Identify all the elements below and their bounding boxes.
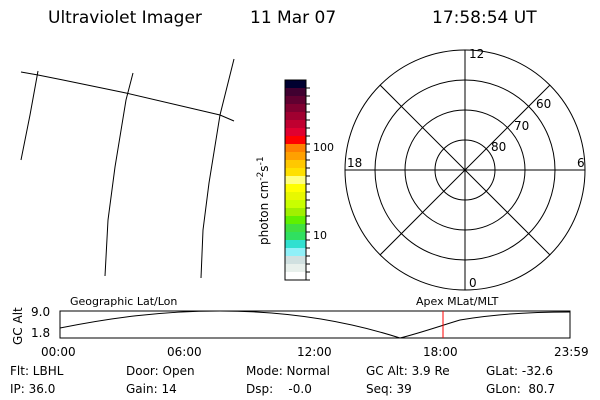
ip-status: IP: 36.0 xyxy=(10,382,56,396)
y-tick-9: 9.0 xyxy=(31,305,51,319)
colorbar-band xyxy=(285,152,306,161)
colorbar-band xyxy=(285,96,306,105)
colorbar-band xyxy=(285,232,306,241)
gc-alt-axis-label: GC Alt xyxy=(11,307,25,345)
longitude-line xyxy=(20,70,39,161)
colorbar-tick-100: 100 xyxy=(313,141,334,154)
colorbar-band xyxy=(285,208,306,217)
longitude-line xyxy=(104,72,134,277)
mlt-label-12: 12 xyxy=(469,47,485,61)
latitude-line xyxy=(20,71,235,122)
colorbar-band xyxy=(285,112,306,121)
colorbar-band xyxy=(285,248,306,257)
altitude-plot-frame xyxy=(59,310,571,339)
mlt-label-6: 6 xyxy=(577,156,585,170)
colorbar-band xyxy=(285,160,306,169)
geographic-label: Geographic Lat/Lon xyxy=(70,295,178,308)
gain-status: Gain: 14 xyxy=(126,382,177,396)
colorbar-band xyxy=(285,192,306,201)
colorbar-band xyxy=(285,168,306,177)
x-tick: 06:00 xyxy=(167,345,202,359)
lat-label-80: 80 xyxy=(491,140,507,154)
x-tick: 00:00 xyxy=(41,345,76,359)
seq-status: Seq: 39 xyxy=(366,382,412,396)
gc-alt-status: GC Alt: 3.9 Re xyxy=(366,364,450,378)
x-tick: 23:59 xyxy=(554,345,589,359)
colorbar-band xyxy=(285,264,306,273)
door-status: Door: Open xyxy=(126,364,195,378)
glon-status: GLon: 80.7 xyxy=(486,382,556,396)
colorbar-band xyxy=(285,128,306,137)
lat-label-70: 70 xyxy=(514,119,530,133)
colorbar-band xyxy=(285,240,306,249)
mode-status: Mode: Normal xyxy=(246,364,330,378)
glat-status: GLat: -32.6 xyxy=(486,364,553,378)
colorbar-band xyxy=(285,136,306,145)
colorbar-band xyxy=(285,224,306,233)
mlt-label-0: 0 xyxy=(469,276,477,290)
colorbar-band xyxy=(285,104,306,113)
colorbar-tick-10: 10 xyxy=(313,229,327,242)
y-tick-1.8: 1.8 xyxy=(31,326,51,340)
geographic-grid xyxy=(20,58,235,279)
colorbar-band xyxy=(285,120,306,129)
colorbar-band xyxy=(285,200,306,209)
apex-label: Apex MLat/MLT xyxy=(416,295,499,308)
filter-status: Flt: LBHL xyxy=(10,364,64,378)
colorbar-band xyxy=(285,144,306,153)
colorbar-band xyxy=(285,256,306,265)
colorbar-band xyxy=(285,88,306,97)
colorbar-label: photon cm-2s-1 xyxy=(256,156,271,245)
mlt-label-18: 18 xyxy=(347,156,363,170)
colorbar-band xyxy=(285,176,306,185)
time-label: 17:58:54 UT xyxy=(432,8,537,28)
colorbar-band xyxy=(285,184,306,193)
mlt-diagonal xyxy=(379,84,551,256)
colorbar-band xyxy=(285,80,306,89)
colorbar xyxy=(285,80,310,281)
colorbar-band xyxy=(285,272,306,281)
longitude-line xyxy=(200,58,235,279)
x-tick: 12:00 xyxy=(297,345,332,359)
colorbar-frame xyxy=(284,79,307,281)
instrument-title: Ultraviolet Imager xyxy=(48,8,202,28)
colorbar-band xyxy=(285,216,306,225)
lat-label-60: 60 xyxy=(536,97,552,111)
x-tick: 18:00 xyxy=(423,345,458,359)
date-label: 11 Mar 07 xyxy=(250,8,337,28)
dsp-status: Dsp: -0.0 xyxy=(246,382,312,396)
polar-plot xyxy=(344,49,586,291)
altitude-curve xyxy=(59,310,571,339)
